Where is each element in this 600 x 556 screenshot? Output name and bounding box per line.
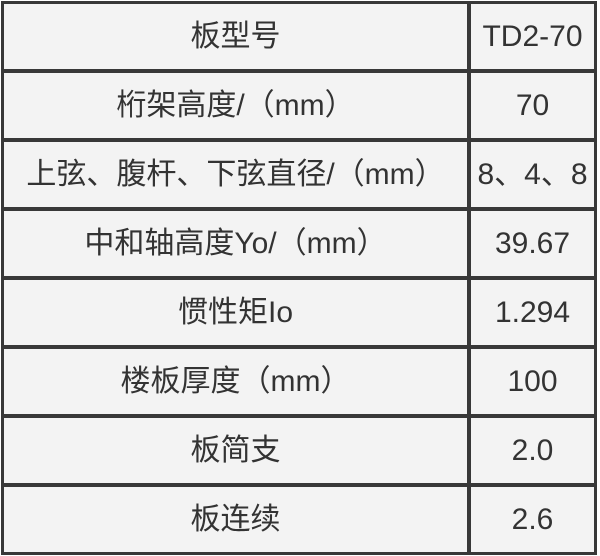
row-value: 8、4、8	[469, 140, 596, 209]
table-row: 桁架高度/（mm） 70	[2, 71, 596, 140]
row-value: 39.67	[469, 209, 596, 278]
row-label: 板简支	[2, 416, 469, 485]
table-row: 中和轴高度Yo/（mm） 39.67	[2, 209, 596, 278]
table-row: 楼板厚度（mm） 100	[2, 347, 596, 416]
table-row: 板连续 2.6	[2, 485, 596, 554]
row-value: TD2-70	[469, 2, 596, 71]
row-label: 板型号	[2, 2, 469, 71]
table-row: 板型号 TD2-70	[2, 2, 596, 71]
row-value: 100	[469, 347, 596, 416]
row-label: 中和轴高度Yo/（mm）	[2, 209, 469, 278]
row-value: 1.294	[469, 278, 596, 347]
row-label: 上弦、腹杆、下弦直径/（mm）	[2, 140, 469, 209]
table-row: 惯性矩Io 1.294	[2, 278, 596, 347]
row-label: 惯性矩Io	[2, 278, 469, 347]
row-label: 板连续	[2, 485, 469, 554]
row-value: 2.6	[469, 485, 596, 554]
table-row: 上弦、腹杆、下弦直径/（mm） 8、4、8	[2, 140, 596, 209]
row-label: 楼板厚度（mm）	[2, 347, 469, 416]
row-label: 桁架高度/（mm）	[2, 71, 469, 140]
table-row: 板简支 2.0	[2, 416, 596, 485]
row-value: 2.0	[469, 416, 596, 485]
row-value: 70	[469, 71, 596, 140]
